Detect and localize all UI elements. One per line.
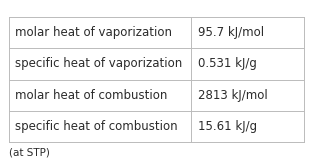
Text: specific heat of combustion: specific heat of combustion xyxy=(15,120,178,133)
Text: 0.531 kJ/g: 0.531 kJ/g xyxy=(198,57,257,71)
Text: 2813 kJ/mol: 2813 kJ/mol xyxy=(198,89,268,102)
Text: molar heat of combustion: molar heat of combustion xyxy=(15,89,168,102)
Text: specific heat of vaporization: specific heat of vaporization xyxy=(15,57,183,71)
Text: 15.61 kJ/g: 15.61 kJ/g xyxy=(198,120,258,133)
Text: molar heat of vaporization: molar heat of vaporization xyxy=(15,26,172,39)
Text: 95.7 kJ/mol: 95.7 kJ/mol xyxy=(198,26,265,39)
Text: (at STP): (at STP) xyxy=(9,148,50,158)
